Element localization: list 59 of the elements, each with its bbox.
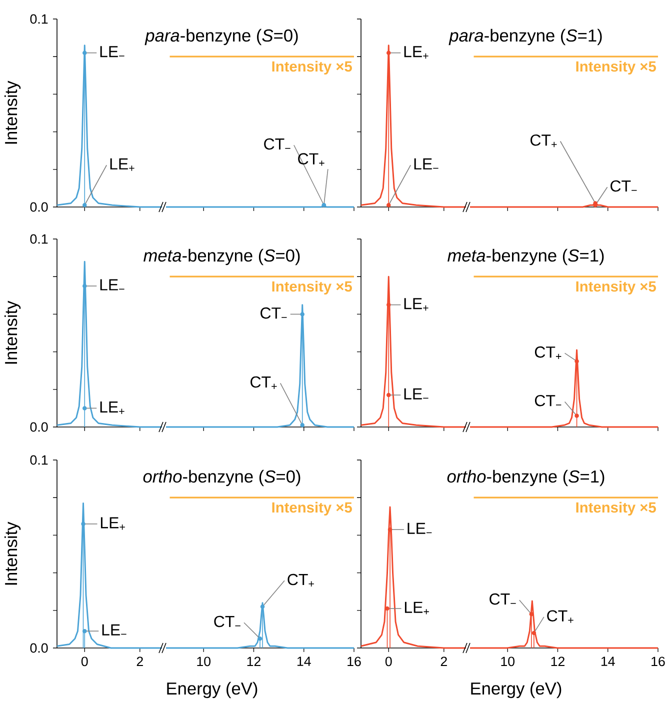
x-tick-label: 14 bbox=[602, 656, 615, 666]
x-tick-label: 10 bbox=[501, 656, 515, 666]
annotation: CT$_{+}$ bbox=[298, 153, 324, 166]
x-tick-label: 16 bbox=[348, 656, 361, 666]
x-tick-label: 0 bbox=[386, 656, 392, 666]
x-tick-label: 12 bbox=[551, 656, 565, 666]
text: para-benzyne (S=1) bbox=[448, 28, 602, 46]
annotation: CT$_{+}$ bbox=[530, 134, 557, 148]
y-axis-title: Intensity bbox=[4, 80, 21, 144]
y-tick-label: 0.1 bbox=[30, 455, 48, 465]
annotation: CT$_{−}$ bbox=[535, 394, 562, 406]
y-axis-title: Intensity bbox=[4, 522, 21, 585]
ref-line-label: Intensity ×5 bbox=[576, 280, 656, 295]
x-axis-title: Energy (eV) bbox=[471, 682, 562, 698]
y-axis-title: Intensity bbox=[4, 300, 21, 364]
text: meta-benzyne (S=1) bbox=[448, 248, 604, 266]
y-tick-label: 0.0 bbox=[30, 643, 48, 653]
annotation: CT$_{+}$ bbox=[535, 346, 562, 360]
ref-line-label: Intensity ×5 bbox=[576, 502, 656, 516]
annotation: CT$_{−}$ bbox=[610, 180, 637, 192]
annotation: LE$_{+}$ bbox=[405, 602, 430, 614]
annotation: LE$_{−}$ bbox=[100, 46, 124, 58]
text: ortho-benzyne (S=0) bbox=[143, 470, 300, 486]
annotation: CT$_{−}$ bbox=[260, 307, 287, 319]
y-tick-label: 0.0 bbox=[30, 422, 48, 432]
annotation: LE$_{+}$ bbox=[404, 298, 428, 311]
x-axis-title: Energy (eV) bbox=[167, 682, 258, 698]
x-tick-label: 14 bbox=[298, 656, 311, 666]
annotation: LE$_{−}$ bbox=[100, 279, 124, 290]
x-tick-label: 0 bbox=[82, 656, 88, 666]
y-tick-label: 0.1 bbox=[30, 14, 48, 24]
ref-line-label: Intensity ×5 bbox=[272, 60, 352, 75]
ref-line-label: Intensity ×5 bbox=[576, 60, 656, 75]
annotation: CT$_{+}$ bbox=[250, 376, 277, 389]
text: para-benzyne (S=0) bbox=[144, 28, 298, 46]
x-tick-label: 2 bbox=[440, 656, 448, 666]
x-tick-label: 12 bbox=[247, 656, 261, 666]
annotation: LE$_{+}$ bbox=[101, 517, 126, 530]
text: meta-benzyne (S=0) bbox=[144, 248, 300, 266]
annotation: CT$_{−}$ bbox=[264, 138, 290, 150]
annotation: LE$_{−}$ bbox=[414, 158, 438, 170]
annotation: CT$_{+}$ bbox=[547, 610, 574, 623]
annotation: LE$_{−}$ bbox=[408, 522, 432, 534]
annotation: CT$_{−}$ bbox=[490, 593, 516, 605]
y-tick-label: 0.0 bbox=[30, 202, 48, 212]
ref-line-label: Intensity ×5 bbox=[272, 280, 352, 295]
annotation: CT$_{−}$ bbox=[214, 616, 240, 628]
x-tick-label: 2 bbox=[136, 656, 144, 666]
x-tick-label: 10 bbox=[197, 656, 211, 666]
annotation: LE$_{+}$ bbox=[100, 402, 124, 414]
annotation: CT$_{+}$ bbox=[288, 574, 314, 586]
annotation: LE$_{+}$ bbox=[404, 46, 428, 59]
x-tick-label: 16 bbox=[652, 656, 665, 666]
annotation: LE$_{−}$ bbox=[404, 388, 428, 400]
annotation: LE$_{−}$ bbox=[102, 624, 126, 636]
text: ortho-benzyne (S=1) bbox=[447, 470, 604, 486]
ref-line-label: Intensity ×5 bbox=[272, 502, 352, 516]
annotation: LE$_{+}$ bbox=[110, 158, 134, 171]
y-tick-label: 0.1 bbox=[30, 234, 48, 244]
